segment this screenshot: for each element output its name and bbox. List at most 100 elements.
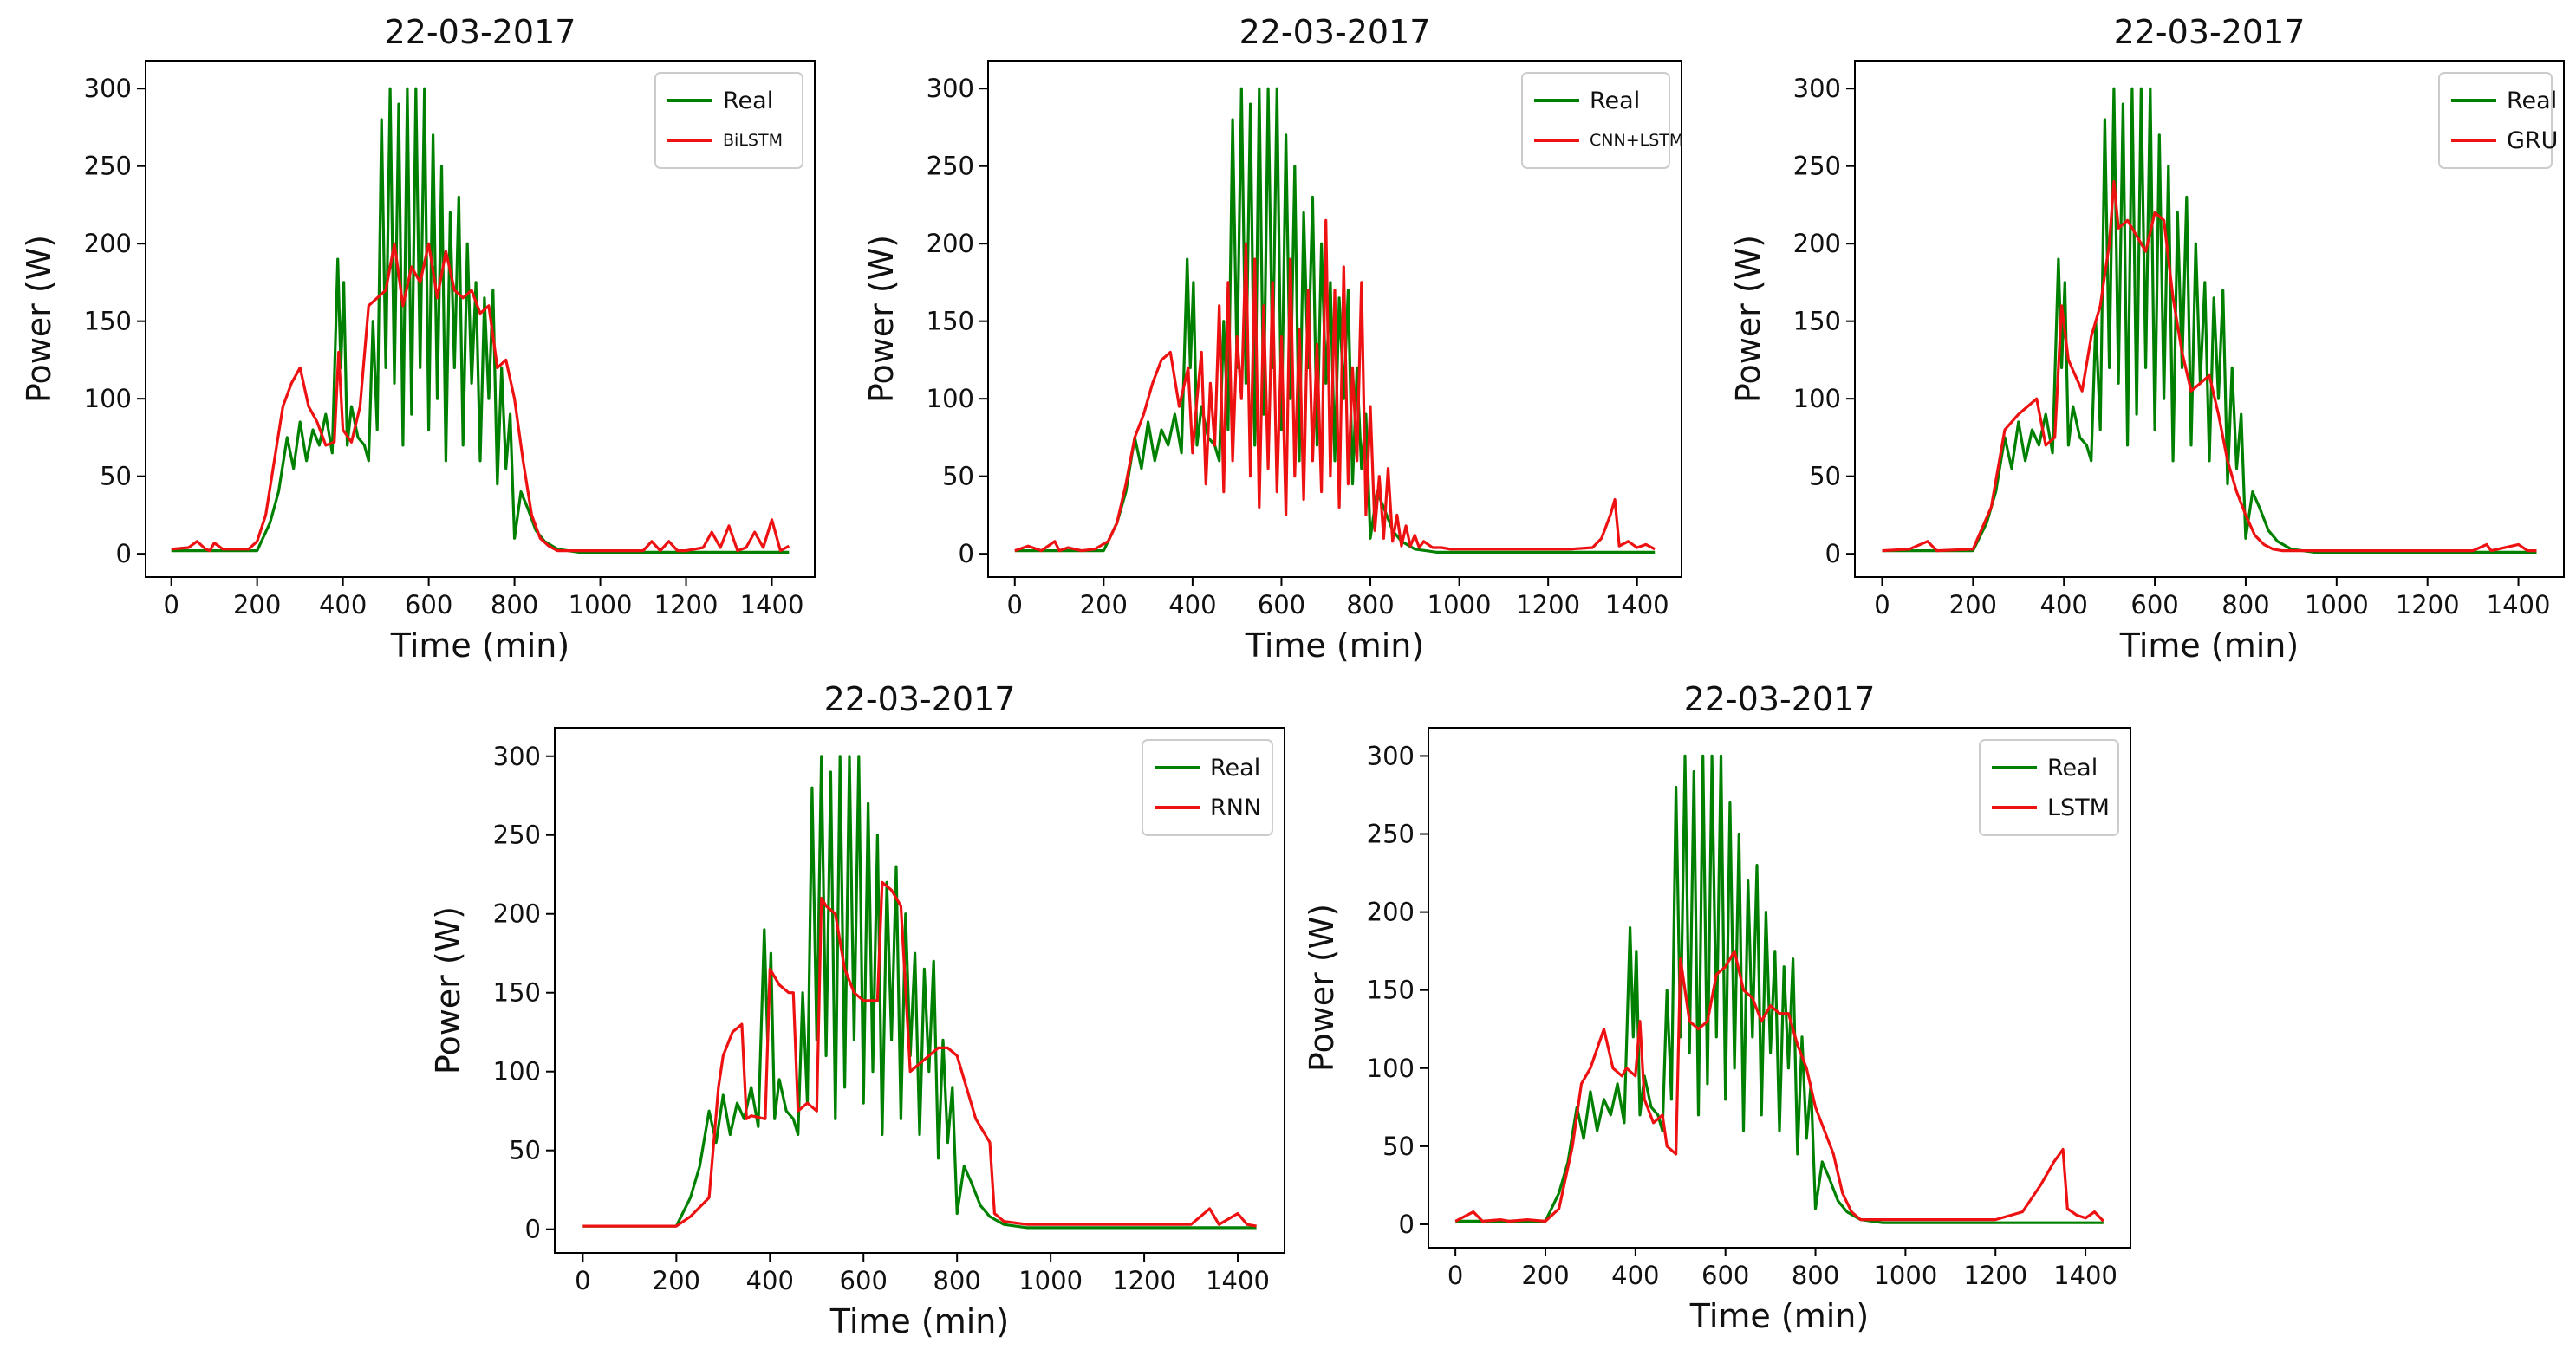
y-tick-label: 150 bbox=[493, 978, 541, 1008]
x-tick-label: 200 bbox=[233, 590, 281, 620]
x-tick-label: 1000 bbox=[1428, 590, 1492, 620]
x-tick-label: 200 bbox=[653, 1266, 700, 1295]
y-tick-label: 50 bbox=[1382, 1132, 1415, 1161]
legend-label: Real bbox=[723, 88, 773, 114]
chart-panel-2: 22-03-2017 0 200 400 600 800 1000 1200 1400 0 50 10… bbox=[862, 13, 1683, 665]
x-tick-label: 600 bbox=[1701, 1261, 1749, 1290]
y-tick-label: 300 bbox=[84, 74, 132, 103]
y-tick-label: 0 bbox=[525, 1215, 541, 1244]
axes-frame bbox=[1428, 727, 2131, 1249]
y-tick-label: 100 bbox=[1793, 384, 1841, 413]
chart-title: 22-03-2017 bbox=[2114, 13, 2306, 51]
x-tick-label: 400 bbox=[1168, 590, 1216, 620]
legend: Real RNN bbox=[1142, 739, 1273, 836]
chart-title: 22-03-2017 bbox=[1684, 680, 1876, 718]
legend-box bbox=[1521, 72, 1670, 169]
chart-panel-4: 22-03-2017 0 200 400 600 800 1000 1200 1400 0 50 10… bbox=[429, 680, 1285, 1340]
x-tick-label: 200 bbox=[1949, 590, 1997, 620]
y-tick-label: 250 bbox=[84, 152, 132, 181]
chart-title: 22-03-2017 bbox=[385, 13, 576, 51]
x-tick-label: 1400 bbox=[2487, 590, 2551, 620]
x-tick-label: 0 bbox=[1007, 590, 1023, 620]
x-tick-label: 400 bbox=[2040, 590, 2088, 620]
legend-label: RNN bbox=[1210, 795, 1261, 821]
x-tick-label: 1200 bbox=[2396, 590, 2460, 620]
x-tick-label: 800 bbox=[933, 1266, 980, 1295]
x-axis-label: Time (min) bbox=[829, 1302, 1009, 1340]
y-tick-label: 250 bbox=[1367, 820, 1415, 849]
x-tick-label: 800 bbox=[1792, 1261, 1839, 1290]
x-tick-label: 1000 bbox=[1873, 1261, 1937, 1290]
x-tick-label: 0 bbox=[163, 590, 179, 620]
series-line-real bbox=[1455, 754, 2104, 1224]
series-line-lstm bbox=[1454, 950, 2104, 1223]
y-tick-label: 150 bbox=[84, 307, 132, 336]
legend-label: CNN+LSTM bbox=[1590, 131, 1683, 150]
y-tick-label: 300 bbox=[493, 742, 541, 771]
series-line-bilstm bbox=[171, 242, 790, 553]
x-tick-label: 800 bbox=[1346, 590, 1394, 620]
legend: Real BiLSTM bbox=[654, 72, 803, 169]
legend-box bbox=[1142, 739, 1273, 836]
series-line-real bbox=[171, 87, 790, 555]
x-tick-label: 1400 bbox=[2053, 1261, 2117, 1290]
x-tick-label: 0 bbox=[1447, 1261, 1463, 1290]
x-tick-label: 200 bbox=[1521, 1261, 1569, 1290]
y-axis-label: Power (W) bbox=[1303, 904, 1341, 1072]
axes-frame bbox=[554, 727, 1285, 1254]
x-tick-label: 200 bbox=[1080, 590, 1128, 620]
axes-frame bbox=[987, 60, 1682, 578]
y-tick-label: 150 bbox=[927, 307, 974, 336]
y-tick-label: 200 bbox=[1793, 229, 1841, 258]
chart-panel-5: 22-03-2017 0 200 400 600 800 1000 1200 1400 0 50 10… bbox=[1303, 680, 2131, 1335]
axes-frame bbox=[145, 60, 816, 578]
legend-label: GRU bbox=[2507, 127, 2558, 154]
legend: Real CNN+LSTM bbox=[1521, 72, 1683, 169]
y-tick-label: 200 bbox=[1367, 898, 1415, 927]
x-tick-label: 1400 bbox=[1605, 590, 1669, 620]
y-tick-label: 150 bbox=[1367, 976, 1415, 1005]
legend-box bbox=[2438, 72, 2553, 169]
x-tick-label: 400 bbox=[1611, 1261, 1659, 1290]
chart-panel-1: 22-03-2017 0 200 400 600 800 1000 1200 1400 0 50 10… bbox=[20, 13, 816, 665]
y-tick-label: 0 bbox=[116, 539, 132, 568]
x-tick-label: 800 bbox=[2221, 590, 2269, 620]
y-tick-label: 50 bbox=[100, 462, 132, 491]
x-tick-label: 400 bbox=[319, 590, 367, 620]
x-tick-label: 0 bbox=[575, 1266, 590, 1295]
y-tick-label: 100 bbox=[493, 1057, 541, 1087]
y-axis-label: Power (W) bbox=[20, 235, 58, 403]
x-tick-label: 1000 bbox=[1018, 1266, 1083, 1295]
legend-box bbox=[1979, 739, 2119, 836]
legend-label: BiLSTM bbox=[723, 131, 783, 150]
legend-label: Real bbox=[2507, 88, 2557, 114]
x-tick-label: 400 bbox=[746, 1266, 794, 1295]
legend-label: Real bbox=[1210, 755, 1260, 782]
y-tick-label: 50 bbox=[1809, 462, 1841, 491]
x-tick-label: 600 bbox=[1258, 590, 1305, 620]
series-line-gru bbox=[1882, 180, 2537, 553]
legend-label: Real bbox=[1590, 88, 1640, 114]
y-tick-label: 0 bbox=[1825, 539, 1841, 568]
y-tick-label: 300 bbox=[927, 74, 974, 103]
y-axis-label: Power (W) bbox=[1729, 235, 1767, 403]
y-tick-label: 0 bbox=[959, 539, 974, 568]
y-tick-label: 50 bbox=[942, 462, 974, 491]
chart-title: 22-03-2017 bbox=[1239, 13, 1431, 51]
y-tick-label: 100 bbox=[1367, 1054, 1415, 1083]
x-tick-label: 600 bbox=[405, 590, 452, 620]
x-tick-label: 600 bbox=[840, 1266, 888, 1295]
legend-label: Real bbox=[2047, 755, 2098, 782]
y-tick-label: 50 bbox=[509, 1136, 541, 1165]
x-tick-label: 0 bbox=[1874, 590, 1890, 620]
legend-label: LSTM bbox=[2047, 795, 2110, 821]
y-tick-label: 250 bbox=[1793, 152, 1841, 181]
y-tick-label: 300 bbox=[1367, 741, 1415, 770]
series-line-real bbox=[582, 755, 1257, 1230]
axes-frame bbox=[1854, 60, 2565, 578]
chart-panel-3: 22-03-2017 0 200 400 600 800 1000 1200 1400 0 50 10… bbox=[1729, 13, 2565, 665]
x-tick-label: 800 bbox=[491, 590, 538, 620]
series-line-cnn-lstm bbox=[1014, 218, 1656, 553]
y-tick-label: 100 bbox=[927, 384, 974, 413]
x-tick-label: 1200 bbox=[1516, 590, 1580, 620]
